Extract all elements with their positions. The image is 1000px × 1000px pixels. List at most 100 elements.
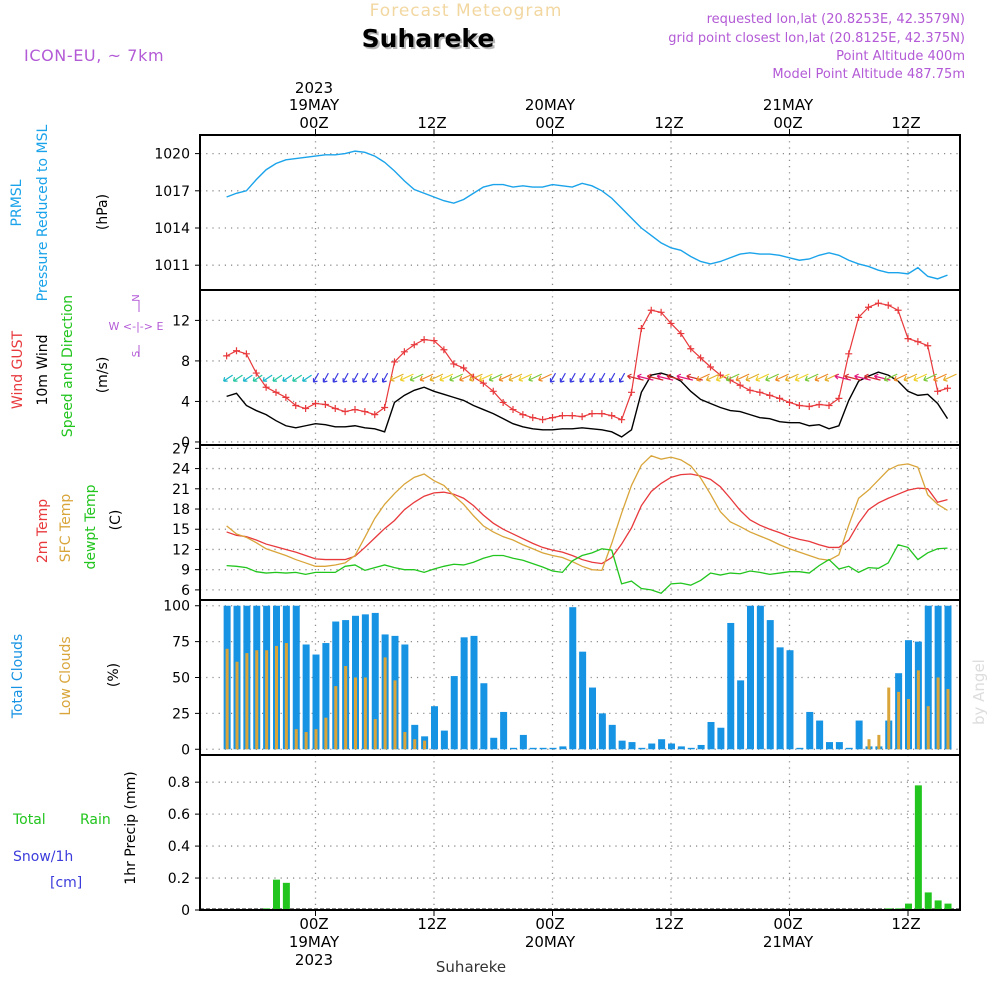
total-cloud-bar	[302, 644, 310, 750]
total-cloud-bar	[905, 640, 912, 750]
wind-direction-arrow	[409, 373, 424, 382]
wind-direction-arrow	[676, 373, 694, 381]
low-cloud-bar	[363, 677, 367, 750]
wind-direction-arrow	[252, 374, 263, 382]
total-cloud-bar	[648, 743, 656, 750]
wind-gust-marker	[331, 405, 339, 413]
total-cloud-bar	[292, 605, 300, 750]
compass-n: N	[131, 294, 142, 301]
precip-ytick-label: 0	[181, 903, 190, 919]
total-cloud-bar	[549, 747, 557, 750]
low-cloud-bar	[946, 688, 950, 750]
wind-direction-arrow	[459, 373, 473, 382]
wind-gust-marker	[519, 411, 527, 419]
pressure-unit: (hPa)	[95, 194, 111, 230]
total-cloud-bar	[618, 740, 626, 750]
temp-2m-line	[226, 473, 948, 565]
total-cloud-bar	[312, 654, 320, 750]
total-cloud-bar	[519, 734, 527, 750]
wind-gust-marker	[312, 399, 319, 407]
rain-bar	[944, 903, 952, 910]
top-tick-12z-1: 12Z	[417, 114, 446, 132]
wind-direction-arrow	[372, 372, 379, 383]
top-tick-00z-2: 00Z	[535, 114, 564, 132]
top-date-21may: 21MAY	[763, 96, 814, 114]
wind-gust-marker	[272, 388, 280, 396]
total-cloud-bar	[756, 605, 764, 750]
top-tick-00z-1: 00Z	[299, 114, 328, 132]
total-cloud-bar	[766, 620, 774, 750]
wind-direction-arrow	[715, 373, 730, 382]
precip-ytick-label: 0.6	[168, 807, 190, 823]
temp-dewpt-line	[226, 543, 948, 595]
wind-direction-arrow	[538, 373, 552, 382]
wind-gust-marker	[420, 336, 428, 344]
wind-gust-marker	[381, 404, 389, 412]
wind-direction-arrow	[389, 373, 404, 382]
low-cloud-bar	[926, 706, 930, 750]
wind-direction-arrow	[913, 373, 928, 382]
low-cloud-bar	[916, 670, 920, 750]
wind-direction-arrow	[656, 373, 674, 381]
wind-direction-arrow	[449, 373, 464, 382]
low-cloud-bar	[304, 732, 308, 750]
wind-gust-marker	[756, 388, 764, 396]
wind-gust-marker	[529, 414, 537, 422]
wind-direction-arrow	[725, 373, 740, 382]
wind-gust-marker	[825, 401, 833, 409]
pressure-frame	[199, 134, 961, 291]
wind-gust-marker	[450, 360, 458, 368]
top-tick-12z-3: 12Z	[891, 114, 920, 132]
total-cloud-bar	[628, 742, 636, 750]
wind-direction-arrow	[399, 373, 414, 382]
wind-gust-marker	[588, 410, 596, 418]
clouds-ytick-label: 0	[181, 742, 190, 758]
total-cloud-bar	[579, 651, 587, 750]
wind-gust-marker	[262, 383, 270, 391]
top-date-19may: 19MAY	[289, 96, 340, 114]
wind-gust-marker	[855, 313, 863, 321]
wind-gust-marker	[391, 358, 398, 366]
pressure-label-prmsl: PRMSL	[9, 179, 25, 226]
total-cloud-bar	[677, 746, 685, 750]
top-tick-12z-2: 12Z	[654, 114, 683, 132]
total-cloud-bar	[687, 747, 695, 750]
wind-direction-arrow	[646, 373, 664, 381]
wind-direction-arrow	[844, 373, 861, 381]
wind-gust-marker	[460, 364, 468, 372]
pressure-ytick-label: 1020	[154, 147, 190, 163]
low-cloud-bar	[413, 739, 417, 750]
low-cloud-bar	[245, 653, 249, 750]
wind-ytick-label: 4	[181, 394, 190, 410]
total-cloud-bar	[658, 739, 666, 750]
total-cloud-bar	[727, 622, 735, 750]
wind-gust-marker	[539, 416, 547, 424]
wind-direction-arrow	[429, 373, 444, 382]
temperature-ytick-label: 24	[172, 462, 190, 478]
rain-bar	[273, 879, 280, 910]
precip-ytick-label: 0.4	[168, 839, 190, 855]
total-cloud-bar	[510, 747, 517, 750]
wind-gust-marker	[805, 403, 813, 411]
wind-direction-arrow	[488, 373, 503, 382]
wind-direction-arrow	[599, 372, 606, 383]
low-cloud-bar	[284, 643, 288, 750]
wind-direction-arrow	[686, 373, 703, 381]
total-cloud-bar	[431, 706, 438, 750]
wind-gust-marker	[637, 324, 645, 332]
wind-gust-marker	[766, 391, 774, 399]
low-cloud-bar	[403, 732, 407, 750]
wind-gust-marker	[736, 381, 744, 389]
wind-gust-marker	[499, 398, 507, 406]
wind-direction-arrow	[569, 372, 576, 383]
rain-bar	[282, 882, 290, 910]
wind-direction-arrow	[528, 373, 543, 382]
total-cloud-bar	[569, 607, 577, 750]
total-cloud-bar	[500, 711, 508, 750]
total-cloud-bar	[460, 637, 468, 750]
total-cloud-bar	[816, 720, 824, 750]
total-cloud-bar	[786, 650, 794, 750]
wind-direction-arrow	[262, 374, 273, 382]
total-cloud-bar	[707, 721, 715, 750]
